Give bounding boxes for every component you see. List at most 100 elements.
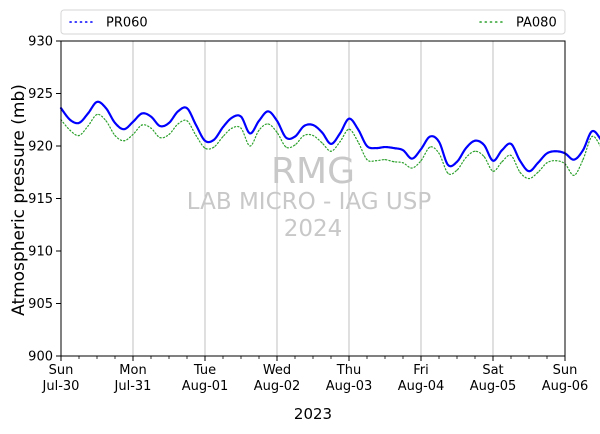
data-point — [294, 135, 296, 138]
data-point — [240, 127, 242, 129]
data-point — [420, 160, 422, 162]
data-point — [582, 159, 584, 161]
data-point — [375, 160, 377, 162]
data-point — [429, 135, 431, 138]
data-point — [204, 147, 206, 149]
data-point — [501, 161, 503, 163]
legend-box — [60, 9, 566, 35]
series-line-PA080 — [60, 113, 600, 180]
data-point — [573, 174, 575, 176]
data-point — [285, 146, 287, 148]
data-point — [150, 115, 152, 118]
data-point — [474, 150, 476, 152]
data-point — [546, 162, 548, 164]
x-axis: SunJul-30MonJul-31TueAug-01WedAug-02ThuA… — [42, 356, 588, 394]
data-point — [528, 177, 530, 180]
x-tick-label: Jul-31 — [114, 379, 152, 394]
x-tick-day: Sat — [482, 363, 503, 378]
data-point — [447, 164, 449, 166]
data-point — [591, 135, 593, 138]
data-point — [375, 147, 377, 150]
data-point — [294, 144, 296, 146]
data-point — [528, 170, 530, 173]
legend-label-PR060: PR060 — [106, 16, 148, 31]
data-point — [483, 144, 485, 146]
data-point — [555, 150, 557, 153]
data-point — [321, 142, 323, 144]
data-point — [384, 146, 386, 148]
data-point — [492, 170, 494, 172]
data-point — [339, 141, 341, 143]
plot-area — [61, 41, 565, 356]
y-axis-label: Atmospheric pressure (mb) — [9, 84, 29, 316]
y-tick-label: 905 — [28, 297, 53, 312]
data-point — [357, 128, 359, 131]
data-point — [177, 123, 179, 125]
y-tick-label: 925 — [28, 87, 53, 102]
legend-label-PA080: PA080 — [516, 16, 557, 31]
data-point — [582, 149, 584, 152]
data-point — [474, 139, 476, 142]
data-point — [402, 162, 404, 164]
data-point — [195, 124, 197, 126]
data-point — [168, 122, 170, 124]
data-point — [330, 150, 332, 152]
data-point — [78, 122, 80, 124]
data-point — [366, 159, 368, 161]
data-point — [465, 156, 467, 159]
data-point — [231, 116, 233, 119]
data-point — [159, 137, 161, 139]
data-point — [87, 112, 89, 115]
data-point — [573, 158, 575, 161]
data-point — [276, 119, 278, 122]
data-point — [132, 120, 134, 123]
data-point — [312, 134, 314, 137]
watermark-line-2: LAB MICRO - IAG USP — [187, 189, 432, 215]
data-point — [78, 134, 80, 137]
data-point — [510, 154, 512, 157]
data-point — [150, 127, 152, 129]
data-point — [312, 124, 314, 126]
data-point — [96, 101, 98, 103]
data-point — [69, 129, 71, 131]
x-tick-day: Tue — [193, 363, 216, 378]
data-point — [249, 132, 251, 135]
data-point — [393, 147, 395, 150]
data-point — [537, 171, 539, 173]
data-point — [114, 134, 116, 137]
data-point — [420, 148, 422, 151]
data-point — [348, 117, 350, 120]
data-point — [222, 135, 224, 138]
x-tick-day: Thu — [336, 363, 361, 378]
x-axis-label: 2023 — [294, 405, 332, 423]
data-point — [321, 131, 323, 134]
y-axis: 900 905 910 915 920 925 930 — [28, 35, 61, 365]
data-point — [213, 138, 215, 141]
x-tick-label: Aug-04 — [398, 379, 445, 394]
data-point — [249, 145, 251, 147]
data-point — [501, 149, 503, 152]
watermark-line-1: RMG — [271, 151, 355, 192]
data-point — [105, 120, 107, 122]
data-point — [339, 132, 341, 135]
y-tick-label: 915 — [28, 192, 53, 207]
x-tick-day: Fri — [413, 363, 429, 378]
data-point — [258, 129, 260, 131]
y-tick-label: 930 — [28, 35, 53, 50]
data-point — [348, 128, 350, 130]
data-point — [546, 152, 548, 155]
data-point — [555, 160, 557, 162]
data-point — [411, 167, 413, 169]
data-point — [222, 126, 224, 128]
data-point — [519, 171, 521, 173]
data-point — [456, 169, 458, 171]
data-point — [591, 130, 593, 133]
data-point — [366, 145, 368, 147]
x-tick-day: Mon — [119, 363, 146, 378]
data-point — [159, 125, 161, 127]
data-point — [456, 160, 458, 163]
x-tick-day: Sun — [553, 363, 578, 378]
data-point — [285, 136, 287, 139]
data-point — [276, 131, 278, 133]
